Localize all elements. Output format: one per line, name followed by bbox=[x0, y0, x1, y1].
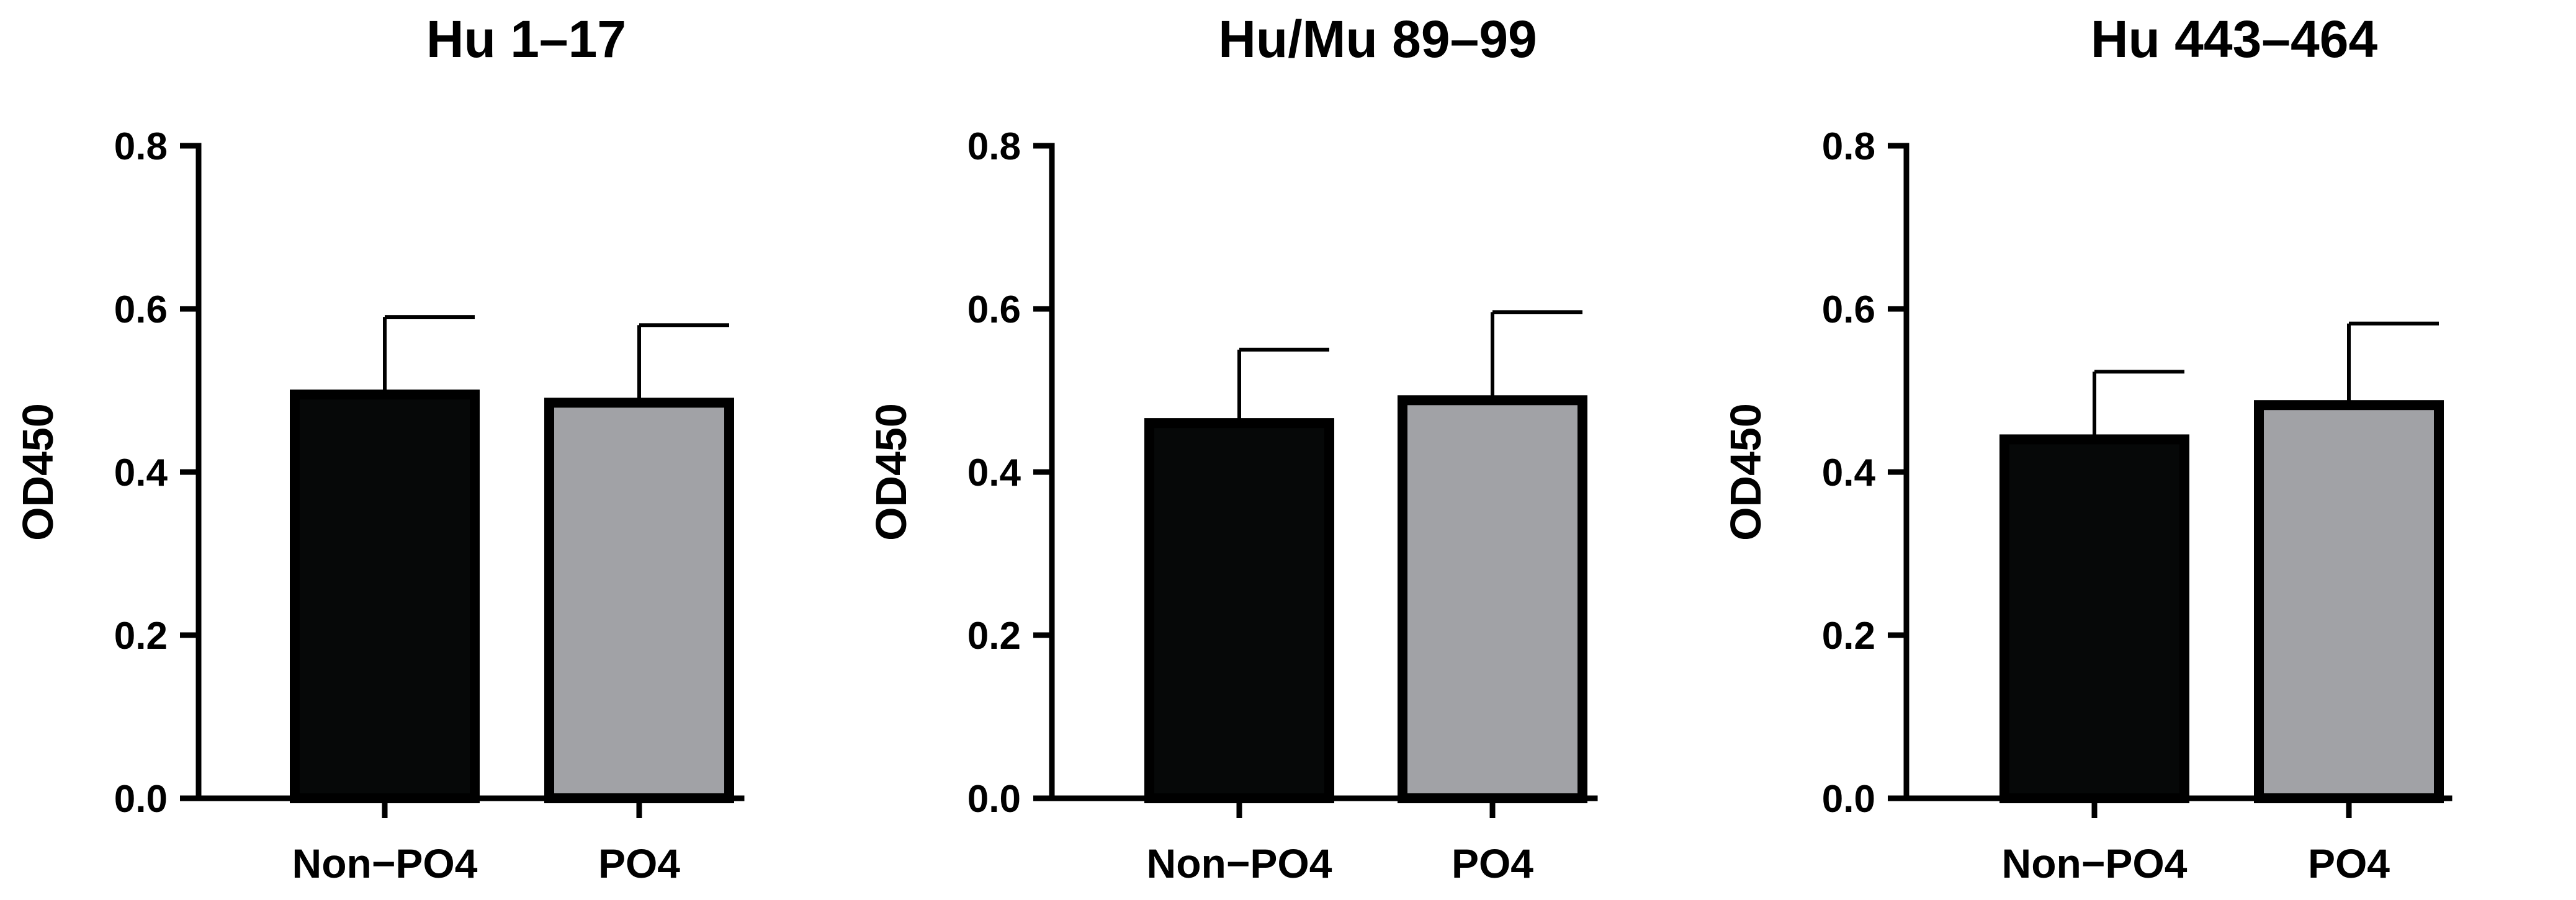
x-tick-label: PO4 bbox=[2308, 840, 2390, 886]
bar-non-po4 bbox=[1999, 434, 2189, 803]
x-tick-label: PO4 bbox=[598, 840, 680, 886]
bar-po4 bbox=[2254, 400, 2444, 803]
bar-po4 bbox=[1398, 395, 1587, 803]
x-tick-label: PO4 bbox=[1452, 840, 1533, 886]
y-tick-label: 0.8 bbox=[967, 125, 1021, 168]
chart-title: Hu/Mu 89–99 bbox=[1218, 10, 1537, 68]
x-tick-label: Non−PO4 bbox=[2002, 840, 2188, 886]
chart-panel-3: Hu 443–464 OD450 0.0 0.2 0.4 0.6 0.8 Non−PO4 PO4 bbox=[1721, 10, 2453, 886]
y-tick-label: 0.2 bbox=[114, 615, 168, 657]
y-tick-label: 0.6 bbox=[967, 288, 1021, 331]
chart-title: Hu 443–464 bbox=[2091, 10, 2378, 68]
y-tick-label: 0.0 bbox=[1822, 778, 1875, 821]
y-tick-label: 0.2 bbox=[967, 615, 1021, 657]
bar-non-po4 bbox=[290, 390, 480, 803]
y-tick-label: 0.0 bbox=[967, 778, 1021, 821]
x-tick-label: Non−PO4 bbox=[292, 840, 478, 886]
y-tick-label: 0.8 bbox=[1822, 125, 1875, 168]
bar-po4 bbox=[544, 398, 734, 803]
y-axis-label: OD450 bbox=[867, 403, 915, 541]
y-tick-label: 0.8 bbox=[114, 125, 168, 168]
y-tick-label: 0.6 bbox=[114, 288, 168, 331]
bar-non-po4 bbox=[1144, 418, 1334, 803]
y-axis-label: OD450 bbox=[1721, 403, 1770, 541]
y-tick-label: 0.6 bbox=[1822, 288, 1875, 331]
chart-panel-2: Hu/Mu 89–99 OD450 0.0 0.2 0.4 0.6 0.8 Non−PO4 PO… bbox=[867, 10, 1598, 886]
y-tick-label: 0.4 bbox=[114, 452, 168, 494]
y-tick-label: 0.2 bbox=[1822, 615, 1875, 657]
y-tick-label: 0.4 bbox=[967, 452, 1021, 494]
y-axis-label: OD450 bbox=[14, 403, 62, 541]
chart-panel-1: Hu 1–17 OD450 0.0 0.2 0.4 0.6 0.8 Non−PO4 PO4 bbox=[14, 10, 745, 886]
x-tick-label: Non−PO4 bbox=[1147, 840, 1332, 886]
chart-title: Hu 1–17 bbox=[426, 10, 626, 68]
y-tick-label: 0.0 bbox=[114, 778, 168, 821]
y-tick-label: 0.4 bbox=[1822, 452, 1876, 494]
